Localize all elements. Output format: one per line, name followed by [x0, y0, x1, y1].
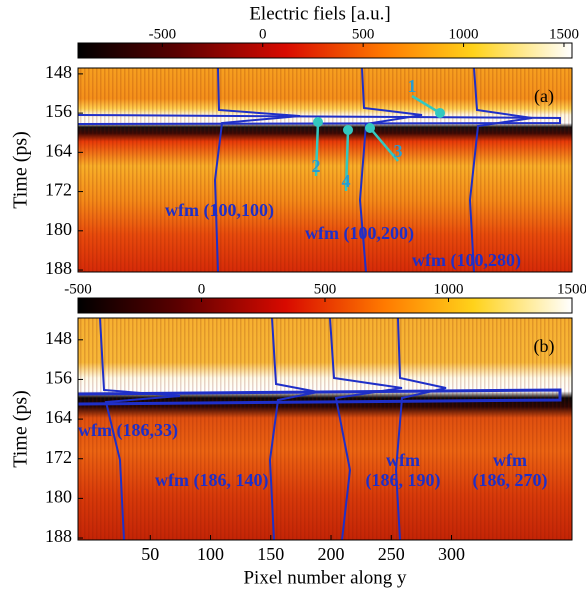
x-tick-label: 300	[438, 544, 465, 564]
marker-label: 4	[342, 171, 351, 191]
waveform-label: wfm (100,280)	[412, 250, 521, 271]
colorbar-title: Electric fiels [a.u.]	[249, 3, 390, 24]
plot-frame	[77, 317, 573, 541]
waveform-label: (186, 190)	[366, 470, 441, 491]
colorbar-tick-label: 1000	[434, 281, 464, 297]
colorbar-tick-label: -500	[64, 281, 92, 297]
marker-dot	[365, 123, 375, 133]
y-tick-label: 164	[45, 407, 72, 427]
panel-b-heatmap	[77, 317, 572, 541]
waveform-label: wfm (186,33)	[78, 420, 178, 441]
marker-label: 3	[394, 141, 403, 161]
colorbar	[77, 42, 573, 59]
colorbar-tick-label: 500	[352, 26, 375, 42]
colorbar-tick-label: 1500	[557, 281, 586, 297]
panel-label: (a)	[534, 86, 554, 107]
y-tick-label: 180	[45, 487, 72, 507]
panel-a-heatmap	[77, 67, 572, 273]
y-tick-label: 156	[45, 101, 72, 121]
marker-leader	[369, 127, 399, 162]
x-axis-label: Pixel number along y	[243, 567, 407, 588]
waveform-label: wfm (100,200)	[305, 223, 414, 244]
y-tick-label: 156	[45, 368, 72, 388]
y-tick-label: 164	[45, 140, 72, 160]
marker-dot	[435, 108, 445, 118]
waveform-label: wfm (186, 140)	[155, 470, 268, 491]
y-tick-label: 148	[45, 328, 72, 348]
y-tick-label: 148	[45, 62, 72, 82]
colorbar-tick-label: 500	[314, 281, 337, 297]
marker-dot	[343, 125, 353, 135]
panel-label: (b)	[534, 336, 555, 357]
marker-leader	[314, 121, 320, 177]
y-tick-label: 188	[45, 258, 72, 278]
y-tick-label: 172	[45, 180, 72, 200]
waveform-label: wfm (100,100)	[165, 200, 274, 221]
y-tick-label: 188	[45, 526, 72, 546]
colorbar-tick-label: -500	[149, 26, 177, 42]
x-tick-label: 200	[318, 544, 345, 564]
y-axis-label: Time (ps)	[10, 131, 32, 209]
waveform-label: (186, 270)	[473, 470, 548, 491]
x-tick-label: 150	[257, 544, 284, 564]
x-tick-label: 250	[378, 544, 405, 564]
marker-label: 1	[408, 76, 417, 96]
colorbar-tick-label: 0	[198, 281, 206, 297]
colorbar-tick-label: 1000	[449, 26, 479, 42]
marker-leader	[344, 129, 350, 192]
x-tick-label: 100	[197, 544, 224, 564]
marker-dot	[313, 117, 323, 127]
y-tick-label: 172	[45, 447, 72, 467]
x-tick-label: 50	[141, 544, 159, 564]
y-tick-label: 180	[45, 219, 72, 239]
plot-frame	[77, 67, 573, 273]
marker-leader	[411, 94, 441, 115]
waveform-label: wfm	[493, 450, 527, 470]
colorbar-tick-label: 1500	[549, 26, 579, 42]
y-axis-label: Time (ps)	[10, 390, 32, 468]
colorbar-tick-label: 0	[259, 26, 267, 42]
waveform-label: wfm	[386, 450, 420, 470]
marker-label: 2	[312, 156, 321, 176]
